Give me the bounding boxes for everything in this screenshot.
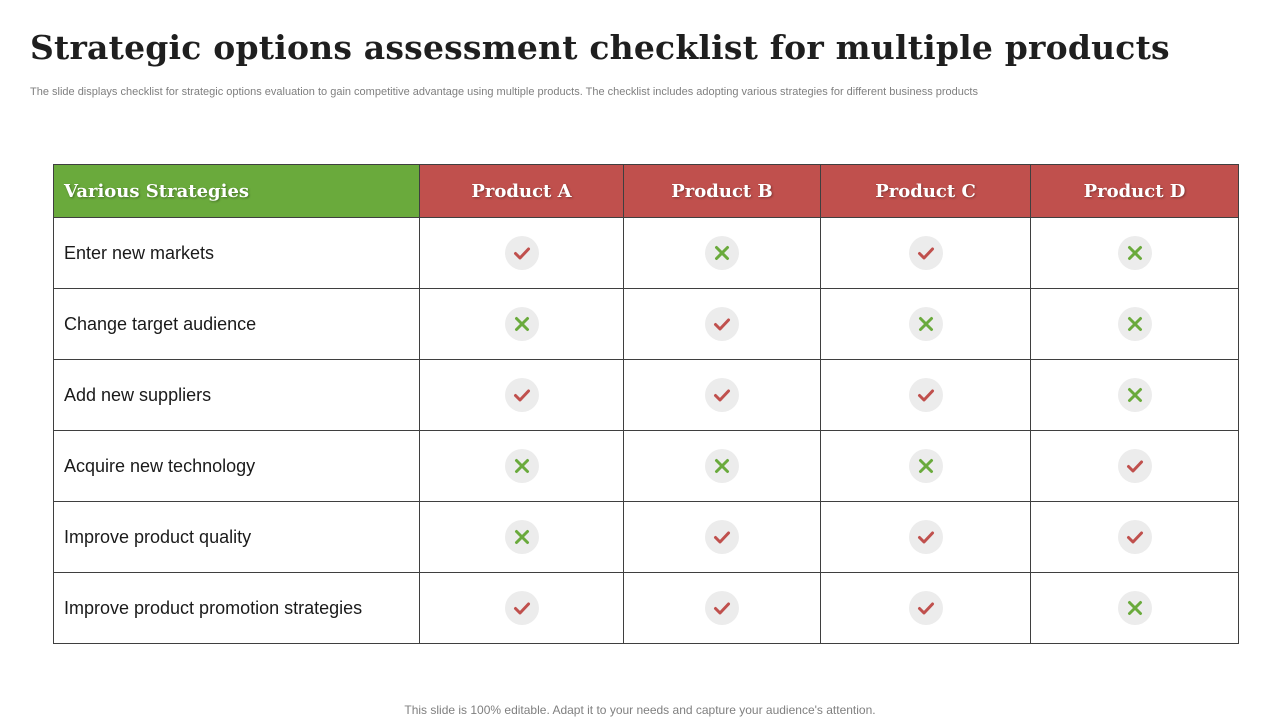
table-row: Change target audience xyxy=(53,288,1239,360)
status-cell xyxy=(1030,501,1239,573)
strategy-label: Improve product quality xyxy=(53,501,420,573)
check-icon xyxy=(705,378,739,412)
status-cell xyxy=(1030,572,1239,644)
status-cell xyxy=(820,572,1031,644)
header-product-c: Product C xyxy=(820,164,1031,218)
strategy-label: Improve product promotion strategies xyxy=(53,572,420,644)
status-cell xyxy=(820,288,1031,360)
cross-icon xyxy=(504,520,539,554)
check-icon xyxy=(705,591,739,625)
strategy-label: Acquire new technology xyxy=(53,430,420,502)
status-cell xyxy=(419,572,624,644)
cross-icon xyxy=(908,449,943,483)
slide-footer: This slide is 100% editable. Adapt it to… xyxy=(404,703,876,717)
cross-icon xyxy=(1117,378,1152,412)
status-cell xyxy=(1030,217,1239,289)
table-body: Enter new markets Change target audience A… xyxy=(53,217,1239,644)
status-cell xyxy=(623,572,821,644)
status-cell xyxy=(1030,288,1239,360)
table-row: Improve product quality xyxy=(53,501,1239,573)
slide-subtitle: The slide displays checklist for strateg… xyxy=(30,86,978,98)
check-icon xyxy=(1117,520,1152,554)
header-product-d: Product D xyxy=(1030,164,1239,218)
status-cell xyxy=(623,430,821,502)
cross-icon xyxy=(1117,591,1152,625)
cross-icon xyxy=(705,236,739,270)
header-various-strategies: Various Strategies xyxy=(53,164,420,218)
check-icon xyxy=(908,236,943,270)
status-cell xyxy=(419,359,624,431)
status-cell xyxy=(419,430,624,502)
table-row: Improve product promotion strategies xyxy=(53,572,1239,644)
slide-title: Strategic options assessment checklist f… xyxy=(30,28,1170,67)
status-cell xyxy=(419,217,624,289)
cross-icon xyxy=(705,449,739,483)
status-cell xyxy=(623,288,821,360)
table-row: Enter new markets xyxy=(53,217,1239,289)
status-cell xyxy=(623,217,821,289)
strategy-label: Enter new markets xyxy=(53,217,420,289)
status-cell xyxy=(623,501,821,573)
strategy-label: Add new suppliers xyxy=(53,359,420,431)
status-cell xyxy=(820,359,1031,431)
check-icon xyxy=(1117,449,1152,483)
check-icon xyxy=(504,378,539,412)
status-cell xyxy=(419,501,624,573)
check-icon xyxy=(908,591,943,625)
status-cell xyxy=(419,288,624,360)
header-product-a: Product A xyxy=(419,164,624,218)
status-cell xyxy=(820,217,1031,289)
header-product-b: Product B xyxy=(623,164,821,218)
cross-icon xyxy=(1117,236,1152,270)
strategy-label: Change target audience xyxy=(53,288,420,360)
status-cell xyxy=(820,430,1031,502)
cross-icon xyxy=(504,449,539,483)
check-icon xyxy=(908,378,943,412)
check-icon xyxy=(504,591,539,625)
cross-icon xyxy=(504,307,539,341)
check-icon xyxy=(705,520,739,554)
table-row: Acquire new technology xyxy=(53,430,1239,502)
status-cell xyxy=(1030,430,1239,502)
table-header-row: Various Strategies Product A Product B P… xyxy=(53,164,1239,218)
status-cell xyxy=(820,501,1031,573)
table-row: Add new suppliers xyxy=(53,359,1239,431)
strategy-checklist-table: Various Strategies Product A Product B P… xyxy=(53,164,1239,644)
check-icon xyxy=(705,307,739,341)
cross-icon xyxy=(908,307,943,341)
check-icon xyxy=(504,236,539,270)
status-cell xyxy=(1030,359,1239,431)
cross-icon xyxy=(1117,307,1152,341)
status-cell xyxy=(623,359,821,431)
check-icon xyxy=(908,520,943,554)
